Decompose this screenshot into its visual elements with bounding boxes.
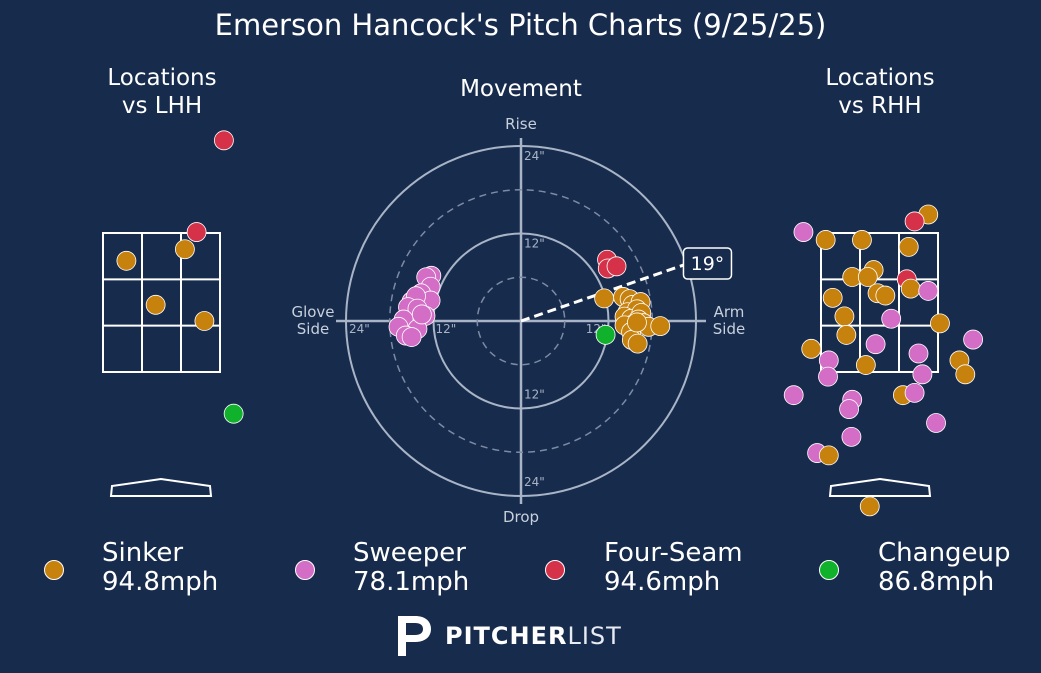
rhh-home-plate [828, 477, 932, 497]
legend-speed-sinker: 94.8mph [102, 567, 219, 597]
rhh-point-sinker [834, 306, 855, 327]
legend-name-changeup: Changeup [878, 538, 1011, 568]
lhh-point-four-seam [213, 130, 234, 151]
ring-label-left-outer: 24" [349, 322, 370, 336]
lhh-home-plate [109, 477, 213, 497]
axis-label-glove: Glove [291, 303, 334, 321]
rhh-point-sinker [818, 445, 839, 466]
lhh-point-changeup [223, 403, 244, 424]
rhh-point-sinker [855, 355, 876, 375]
arm-angle-label: 19° [691, 253, 725, 275]
arm-angle-badge [682, 247, 733, 280]
rhh-point-sinker [875, 285, 896, 306]
movement-panel: 24"12"12"24"24" 12" 12"RiseDropGloveSideAr… [291, 115, 745, 526]
rhh-point-sweeper [839, 399, 859, 419]
lhh-strike-zone [102, 232, 221, 373]
rhh-point-sinker [900, 278, 921, 299]
rhh-point-sweeper [841, 426, 862, 447]
movement-point-sinker [594, 288, 615, 309]
lhh-point-four-seam [186, 222, 207, 242]
rhh-strike-zone [820, 232, 939, 373]
lhh-point-sinker [116, 250, 137, 271]
ring-label-left-inner: 12" [436, 322, 457, 336]
rhh-point-sinker [930, 313, 950, 334]
ring-label-top-inner: 12" [524, 237, 545, 251]
rhh-point-sweeper [908, 343, 929, 364]
rhh-point-sweeper [818, 366, 838, 387]
axis-label-arm-side: Side [713, 320, 745, 338]
pitcherlist-wordmark: PITCHERLIST [445, 622, 622, 650]
rhh-point-sweeper [865, 334, 886, 355]
lhh-title-line1: Locations [107, 65, 217, 91]
movement-point-four-seam [606, 256, 627, 277]
lhh-point-sinker [174, 239, 195, 260]
rhh-point-sinker [815, 230, 836, 250]
ring-label-bottom-inner: 12" [524, 388, 545, 402]
rhh-title-line2: vs RHH [838, 93, 922, 119]
lhh-zone-panel [102, 130, 244, 497]
legend-marker-sweeper [295, 560, 315, 580]
legend-name-sinker: Sinker [102, 538, 184, 568]
axis-label-rise: Rise [505, 115, 537, 133]
rhh-point-sweeper [904, 382, 925, 403]
ring-label-bottom-outer: 24" [524, 475, 545, 489]
movement-point-changeup [595, 324, 616, 345]
rhh-point-four-seam [904, 211, 925, 232]
legend-marker-four-seam [545, 560, 565, 580]
movement-panel-title: Movement [460, 76, 582, 102]
pitcherlist-logo: PITCHERLIST [395, 612, 635, 658]
rhh-point-sinker [857, 267, 878, 287]
rhh-point-sinker [898, 236, 919, 257]
chart-title: Emerson Hancock's Pitch Charts (9/25/25) [214, 8, 827, 42]
lhh-title-line2: vs LHH [121, 93, 203, 119]
lhh-panel-title: Locations vs LHH [62, 64, 262, 120]
legend-speed-changeup: 86.8mph [878, 567, 995, 597]
lhh-point-sinker [194, 311, 215, 331]
rhh-point-sweeper [918, 281, 939, 301]
rhh-point-sinker [836, 325, 857, 345]
movement-point-sweeper [401, 327, 422, 347]
rhh-panel-title: Locations vs RHH [780, 64, 980, 120]
rhh-point-sweeper [926, 413, 946, 433]
lhh-point-sinker [145, 294, 166, 315]
legend-marker-changeup [819, 560, 839, 580]
movement-point-sinker [627, 312, 647, 333]
rhh-zone-panel [783, 204, 983, 517]
movement-point-sweeper [411, 304, 432, 325]
movement-point-sinker [650, 316, 671, 337]
rhh-point-sweeper [881, 308, 902, 329]
rhh-point-sweeper [963, 329, 983, 350]
legend-name-four-seam: Four-Seam [604, 538, 743, 568]
rhh-point-sinker [801, 338, 822, 359]
legend-speed-sweeper: 78.1mph [353, 567, 470, 597]
rhh-point-sinker [955, 364, 976, 385]
rhh-point-sweeper [783, 385, 804, 406]
rhh-point-sweeper [912, 364, 933, 385]
axis-label-drop: Drop [503, 508, 539, 526]
rhh-title-line1: Locations [825, 65, 935, 91]
ring-6in [476, 276, 566, 366]
legend-marker-sinker [44, 560, 64, 580]
brand-bold: PITCHER [445, 622, 568, 650]
brand-light: LIST [567, 622, 622, 650]
ring-label-top-outer: 24" [524, 149, 545, 163]
axis-label-glove-side: Side [297, 320, 329, 338]
rhh-point-sinker [852, 230, 872, 250]
legend-speed-four-seam: 94.6mph [604, 567, 721, 597]
rhh-point-sweeper [793, 222, 814, 242]
axis-label-arm: Arm [714, 303, 745, 321]
rhh-point-sinker [822, 287, 843, 308]
pitcherlist-p-icon [398, 616, 431, 656]
rhh-point-sinker [859, 496, 880, 517]
movement-point-sinker [627, 333, 648, 354]
legend-name-sweeper: Sweeper [353, 538, 466, 568]
ring-24in [345, 145, 697, 497]
